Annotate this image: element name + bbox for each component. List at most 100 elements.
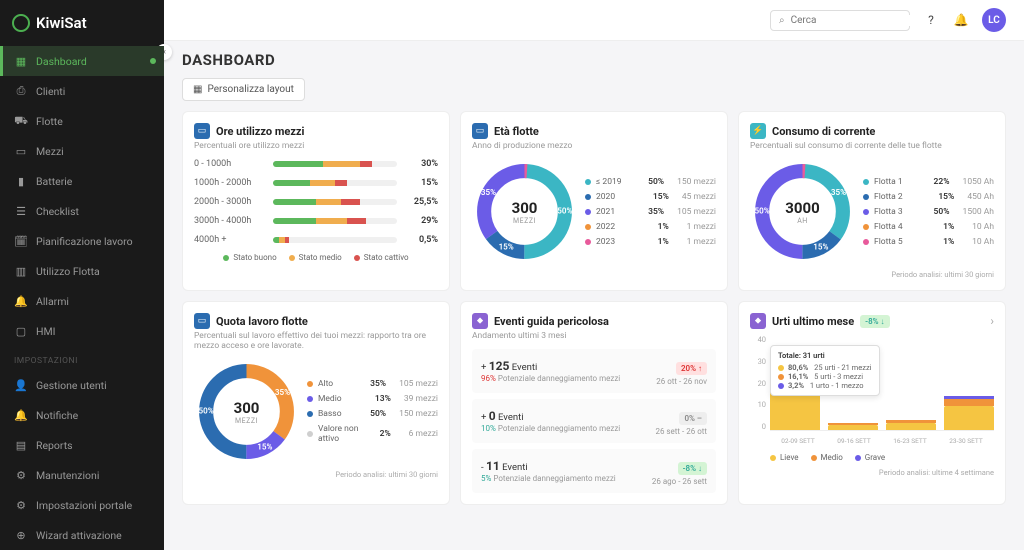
event-row: + 0 Eventi10% Potenziale danneggiamento …: [472, 399, 716, 443]
sidebar-item-checklist[interactable]: ☰ Checklist: [0, 196, 164, 226]
nav-label: Mezzi: [36, 145, 64, 158]
nav-icon: 🗓: [14, 234, 28, 248]
bell-icon[interactable]: 🔔: [952, 11, 970, 29]
nav-icon: ▭: [14, 144, 28, 158]
legend-row: 202135%105 mezzi: [585, 207, 716, 217]
logo-icon: [12, 14, 30, 32]
event-row: - 11 Eventi5% Potenziale danneggiamento …: [472, 449, 716, 493]
nav-icon: ☰: [14, 204, 28, 218]
legend-row: Basso50%150 mezzi: [307, 409, 438, 419]
svg-text:15%: 15%: [813, 243, 828, 252]
card-urti: ⬥Urti ultimo mese-8% ↓›40302010002-09 SE…: [738, 301, 1006, 505]
avatar[interactable]: LC: [982, 8, 1006, 32]
nav-label: Batterie: [36, 175, 72, 188]
svg-text:35%: 35%: [831, 188, 846, 197]
nav-icon: ⚙: [14, 468, 28, 482]
content: DASHBOARD ▦ Personalizza layout ▭Ore uti…: [164, 41, 1024, 550]
sidebar-item-mezzi[interactable]: ▭ Mezzi: [0, 136, 164, 166]
chevron-right-icon[interactable]: ›: [990, 314, 994, 328]
chart-bar: [828, 423, 878, 430]
nav-icon: ⛟: [14, 114, 28, 128]
svg-text:15%: 15%: [499, 243, 514, 252]
sidebar-item-pianificazione-lavoro[interactable]: 🗓 Pianificazione lavoro: [0, 226, 164, 256]
svg-text:35%: 35%: [275, 388, 290, 397]
brand-name: KiwiSat: [36, 14, 87, 32]
sidebar-item-wizard-attivazione[interactable]: ⊕Wizard attivazione: [0, 520, 164, 550]
bar-row: 4000h +0,5%: [194, 235, 438, 245]
nav-icon: ▦: [14, 54, 28, 68]
nav-icon: 🔔: [14, 408, 28, 422]
legend-row: 20231%1 mezzi: [585, 237, 716, 247]
nav-label: Checklist: [36, 205, 79, 218]
donut-chart: 35%15%50%3000AH: [750, 159, 855, 264]
truck-icon: ▭: [472, 123, 488, 139]
nav-label: Dashboard: [36, 55, 87, 68]
nav-label: Gestione utenti: [36, 379, 107, 392]
card-grid: ▭Ore utilizzo mezziPercentuali ore utili…: [182, 111, 1006, 505]
help-icon[interactable]: ?: [922, 11, 940, 29]
sidebar-item-manutenzioni[interactable]: ⚙Manutenzioni: [0, 460, 164, 490]
nav-label: Notifiche: [36, 409, 78, 422]
bolt-icon: ⚡: [750, 123, 766, 139]
truck-icon: ▭: [194, 313, 210, 329]
card-consumo: ⚡Consumo di correntePercentuali sul cons…: [738, 111, 1006, 291]
nav-icon: ▤: [14, 438, 28, 452]
card-quota: ▭Quota lavoro flottePercentuali sul lavo…: [182, 301, 450, 505]
topbar: ⌕ ? 🔔 LC: [164, 0, 1024, 41]
card-eta-flotte: ▭Età flotteAnno di produzione mezzo50%15…: [460, 111, 728, 291]
bar-row: 0 - 1000h30%: [194, 159, 438, 169]
sidebar-item-flotte[interactable]: ⛟ Flotte: [0, 106, 164, 136]
sidebar-item-hmi[interactable]: ▢ HMI: [0, 316, 164, 346]
svg-text:15%: 15%: [257, 443, 272, 452]
nav-label: Clienti: [36, 85, 65, 98]
nav-icon: ⚙: [14, 498, 28, 512]
event-row: + 125 Eventi96% Potenziale danneggiament…: [472, 349, 716, 393]
sidebar-item-impostazioni-portale[interactable]: ⚙ Impostazioni portale: [0, 490, 164, 520]
nav-label: Flotte: [36, 115, 63, 128]
sidebar-item-notifiche[interactable]: 🔔 Notifiche: [0, 400, 164, 430]
main: ⌕ ? 🔔 LC DASHBOARD ▦ Personalizza layout…: [164, 0, 1024, 550]
layout-icon: ▦: [193, 84, 202, 95]
nav-label: Pianificazione lavoro: [36, 235, 133, 248]
sidebar-item-clienti[interactable]: ⎙ Clienti: [0, 76, 164, 106]
legend-row: Flotta 41%10 Ah: [863, 222, 994, 232]
chart-bar: [944, 396, 994, 430]
card-ore-utilizzo: ▭Ore utilizzo mezziPercentuali ore utili…: [182, 111, 450, 291]
chart-tooltip: Totale: 31 urti80,6% 25 urti - 21 mezzi1…: [770, 345, 880, 396]
donut-chart: 50%15%35%300MEZZI: [472, 159, 577, 264]
bar-row: 3000h - 4000h29%: [194, 216, 438, 226]
sidebar-item-utilizzo-flotta[interactable]: ▥Utilizzo Flotta: [0, 256, 164, 286]
nav-icon: 🔔: [14, 294, 28, 308]
search-icon: ⌕: [779, 15, 785, 26]
nav-label: Reports: [36, 439, 73, 452]
legend-row: Medio13%39 mezzi: [307, 394, 438, 404]
svg-text:50%: 50%: [755, 207, 770, 216]
svg-text:50%: 50%: [557, 207, 572, 216]
nav-label: HMI: [36, 325, 56, 338]
legend-row: Alto35%105 mezzi: [307, 379, 438, 389]
sidebar-item-allarmi[interactable]: 🔔Allarmi: [0, 286, 164, 316]
nav-icon: ⎙: [14, 84, 28, 98]
sidebar-item-gestione-utenti[interactable]: 👤Gestione utenti: [0, 370, 164, 400]
sidebar-item-dashboard[interactable]: ▦ Dashboard: [0, 46, 164, 76]
chart-bar: [886, 420, 936, 430]
bar-row: 2000h - 3000h25,5%: [194, 197, 438, 207]
search-box[interactable]: ⌕: [770, 10, 910, 31]
nav-section-label: IMPOSTAZIONI: [0, 346, 164, 370]
donut-chart: 35%15%50%300MEZZI: [194, 359, 299, 464]
sidebar: KiwiSat « ▦Dashboard⎙Clienti⛟Flotte▭Mezz…: [0, 0, 164, 550]
card-eventi: ⬥Eventi guida pericolosaAndamento ultimi…: [460, 301, 728, 505]
legend-row: 202015%45 mezzi: [585, 192, 716, 202]
search-input[interactable]: [791, 15, 924, 26]
nav-icon: ▢: [14, 324, 28, 338]
sidebar-item-reports[interactable]: ▤ Reports: [0, 430, 164, 460]
bar-row: 1000h - 2000h15%: [194, 178, 438, 188]
personalize-button[interactable]: ▦ Personalizza layout: [182, 78, 305, 101]
sidebar-item-batterie[interactable]: ▮ Batterie: [0, 166, 164, 196]
legend-row: Flotta 350%1500 Ah: [863, 207, 994, 217]
nav-label: Impostazioni portale: [36, 499, 132, 512]
legend-row: Valore non attivo2%6 mezzi: [307, 424, 438, 444]
warning-icon: ⬥: [472, 313, 488, 329]
nav-icon: ▥: [14, 264, 28, 278]
nav-icon: ▮: [14, 174, 28, 188]
